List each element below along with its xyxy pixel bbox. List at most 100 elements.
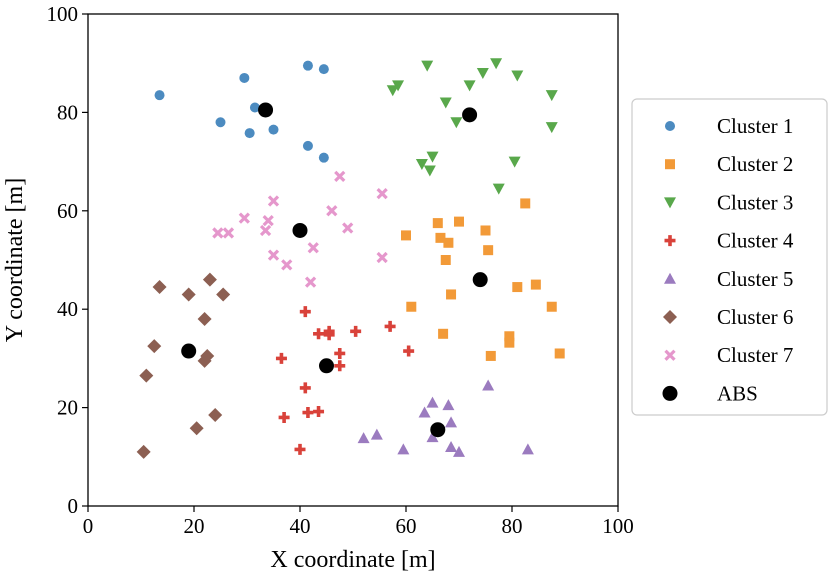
cluster-7-point — [281, 259, 293, 271]
cluster-3-point — [545, 90, 558, 102]
cluster-3-point — [476, 68, 489, 80]
cluster-3-point — [423, 165, 436, 177]
cluster-3-point — [492, 183, 505, 195]
cluster-4-point — [334, 360, 346, 372]
cluster-6-point — [202, 272, 217, 287]
legend-marker-1 — [665, 121, 675, 131]
x-axis-label: X coordinate [m] — [270, 547, 435, 573]
cluster-2-point — [480, 225, 491, 236]
legend-marker-8 — [662, 385, 678, 401]
x-tick-label: 0 — [83, 514, 94, 538]
legend-marker-2 — [665, 159, 675, 170]
cluster-2-point — [432, 218, 443, 229]
cluster-1-point — [249, 102, 260, 113]
cluster-7-point — [267, 249, 280, 261]
cluster-2-point — [440, 255, 451, 265]
cluster-2-point — [406, 301, 417, 312]
cluster-7-point — [267, 195, 280, 207]
cluster-1-point — [215, 117, 226, 128]
data-points — [136, 58, 565, 459]
cluster-2-point — [546, 301, 557, 312]
cluster-3-point — [490, 58, 503, 70]
y-tick-label: 60 — [57, 199, 78, 223]
legend-label-5: Cluster 5 — [717, 267, 793, 291]
cluster-4-point — [323, 329, 335, 341]
legend-marker-4 — [664, 235, 676, 247]
cluster-4-point — [313, 406, 325, 418]
legend: Cluster 1 Cluster 2 Cluster 3 Cluster 4 Clus… — [631, 98, 828, 416]
cluster-7-point — [342, 222, 354, 234]
cluster-3-point — [439, 97, 452, 109]
cluster-2-point — [520, 198, 531, 209]
cluster-1-point — [302, 60, 313, 71]
abs-point — [462, 107, 478, 123]
cluster-7-point — [262, 215, 274, 227]
cluster-6-point — [200, 348, 215, 363]
y-tick-label: 0 — [68, 494, 79, 518]
cluster-3-point — [386, 85, 399, 97]
cluster-5-point — [445, 416, 458, 428]
cluster-6-point — [216, 287, 231, 302]
legend-marker-6 — [663, 310, 677, 324]
cluster-3-point — [450, 117, 463, 129]
cluster-1-point — [318, 64, 329, 75]
cluster-5-point — [397, 443, 410, 455]
cluster-6-point — [136, 444, 151, 459]
cluster-7-point — [259, 224, 272, 237]
cluster-6-point — [208, 407, 223, 422]
legend-label-3: Cluster 3 — [717, 190, 793, 214]
x-tick-label: 100 — [602, 514, 634, 538]
x-tick-label: 80 — [502, 514, 523, 538]
legend-label-7: Cluster 7 — [717, 343, 793, 367]
cluster-7-point — [376, 187, 388, 200]
cluster-2-point — [512, 282, 523, 293]
x-tick-label: 20 — [184, 514, 205, 538]
cluster-2-point — [504, 331, 515, 342]
abs-point — [258, 102, 274, 118]
cluster-1-point — [244, 128, 255, 139]
abs-point — [181, 343, 197, 359]
cluster-5-point — [370, 428, 383, 440]
legend-marker-7 — [664, 349, 676, 361]
cluster-3-point — [421, 60, 434, 72]
cluster-2-point — [435, 232, 446, 243]
cluster-5-point — [426, 431, 439, 443]
cluster-2-point — [443, 237, 454, 248]
legend-label-6: Cluster 6 — [717, 305, 793, 329]
cluster-4-point — [350, 325, 362, 337]
cluster-7-point — [326, 205, 338, 217]
x-tick-label: 40 — [290, 514, 311, 538]
cluster-7-point — [376, 251, 388, 264]
legend-label-4: Cluster 4 — [717, 229, 794, 253]
cluster-2-point — [530, 279, 541, 290]
cluster-7-point — [212, 227, 224, 239]
cluster-5-point — [482, 379, 495, 391]
x-tick-label: 60 — [396, 514, 417, 538]
cluster-3-point — [545, 122, 558, 134]
cluster-3-point — [511, 70, 524, 82]
legend-frame — [631, 98, 828, 416]
cluster-7-point — [304, 276, 317, 288]
abs-point — [292, 222, 308, 238]
cluster-2-point — [485, 350, 496, 361]
cluster-5-point — [445, 440, 458, 452]
cluster-2-point — [554, 348, 565, 359]
cluster-6-point — [197, 312, 212, 327]
cluster-3-point — [463, 80, 476, 92]
y-tick-label: 100 — [47, 2, 79, 26]
legend-marker-3 — [664, 197, 676, 209]
cluster-2-point — [483, 245, 494, 256]
cluster-4-point — [299, 382, 311, 394]
y-tick-label: 80 — [57, 100, 78, 124]
cluster-1-point — [268, 124, 279, 135]
cluster-4-point — [294, 443, 306, 455]
cluster-4-point — [313, 328, 325, 340]
cluster-6-point — [147, 339, 162, 354]
cluster-4-point — [275, 352, 287, 364]
cluster-5-point — [357, 432, 370, 444]
cluster-7-point — [238, 212, 250, 224]
cluster-3-point — [415, 159, 428, 171]
cluster-2-point — [504, 337, 515, 348]
legend-label-1: Cluster 1 — [717, 114, 793, 138]
